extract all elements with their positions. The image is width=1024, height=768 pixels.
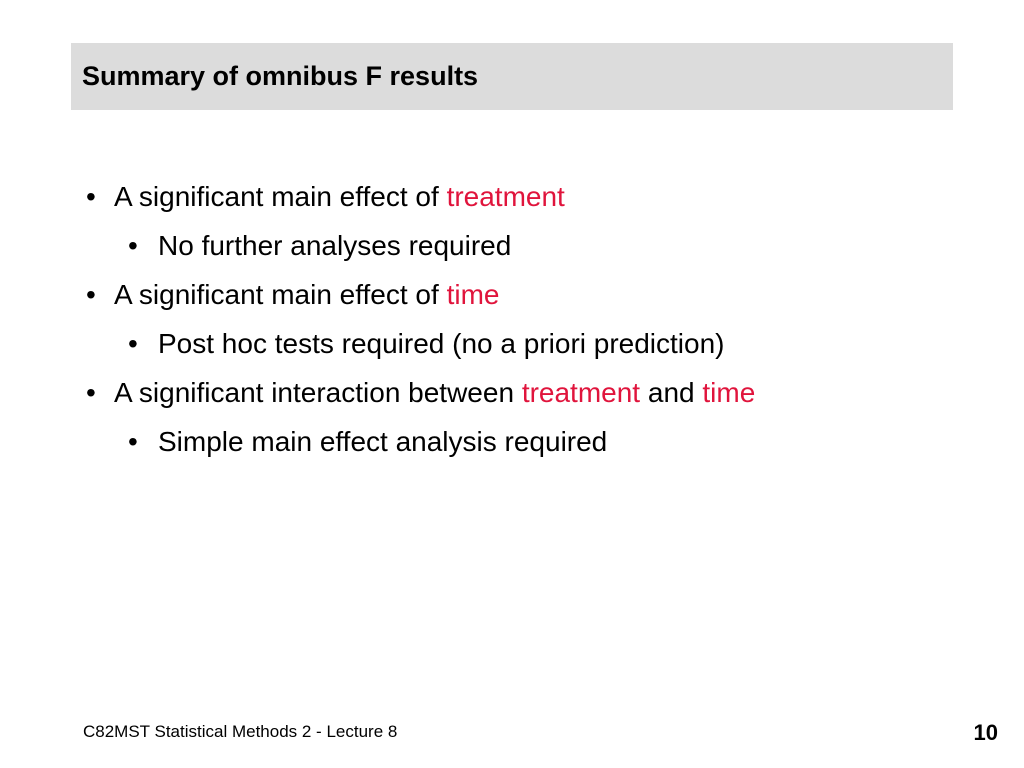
bullet-text: A significant main effect of [114, 181, 447, 212]
bullet-text: Simple main effect analysis required [158, 426, 608, 457]
bullet-text: A significant main effect of [114, 279, 447, 310]
bullet-dot-icon: • [128, 230, 138, 261]
bullet-list: • A significant main effect of treatment •… [84, 172, 964, 466]
highlighted-term: time [702, 377, 756, 408]
bullet-dot-icon: • [86, 377, 96, 408]
bullet-dot-icon: • [86, 181, 96, 212]
bullet-dot-icon: • [128, 426, 138, 457]
bullet-dot-icon: • [128, 328, 138, 359]
bullet-item: • A significant main effect of time [84, 270, 964, 319]
sub-bullet-item: • No further analyses required [84, 221, 964, 270]
footer-text: C82MST Statistical Methods 2 - Lecture 8 [83, 722, 398, 741]
highlighted-term: treatment [521, 377, 641, 408]
bullet-text: Post hoc tests required (no a priori pre… [158, 328, 725, 359]
bullet-text: No further analyses required [158, 230, 512, 261]
page-number: 10 [973, 720, 998, 745]
sub-bullet-item: • Post hoc tests required (no a priori pr… [84, 319, 964, 368]
bullet-text: A significant interaction between [114, 377, 522, 408]
highlighted-term: time [446, 279, 500, 310]
slide-title: Summary of omnibus F results [82, 61, 479, 91]
bullet-dot-icon: • [86, 279, 96, 310]
highlighted-term: treatment [446, 181, 565, 212]
bullet-item: • A significant main effect of treatment [84, 172, 964, 221]
sub-bullet-item: • Simple main effect analysis required [84, 417, 964, 466]
title-bar: Summary of omnibus F results [71, 43, 953, 110]
bullet-item: • A significant interaction between treat… [84, 368, 964, 417]
bullet-text: and [640, 377, 703, 408]
